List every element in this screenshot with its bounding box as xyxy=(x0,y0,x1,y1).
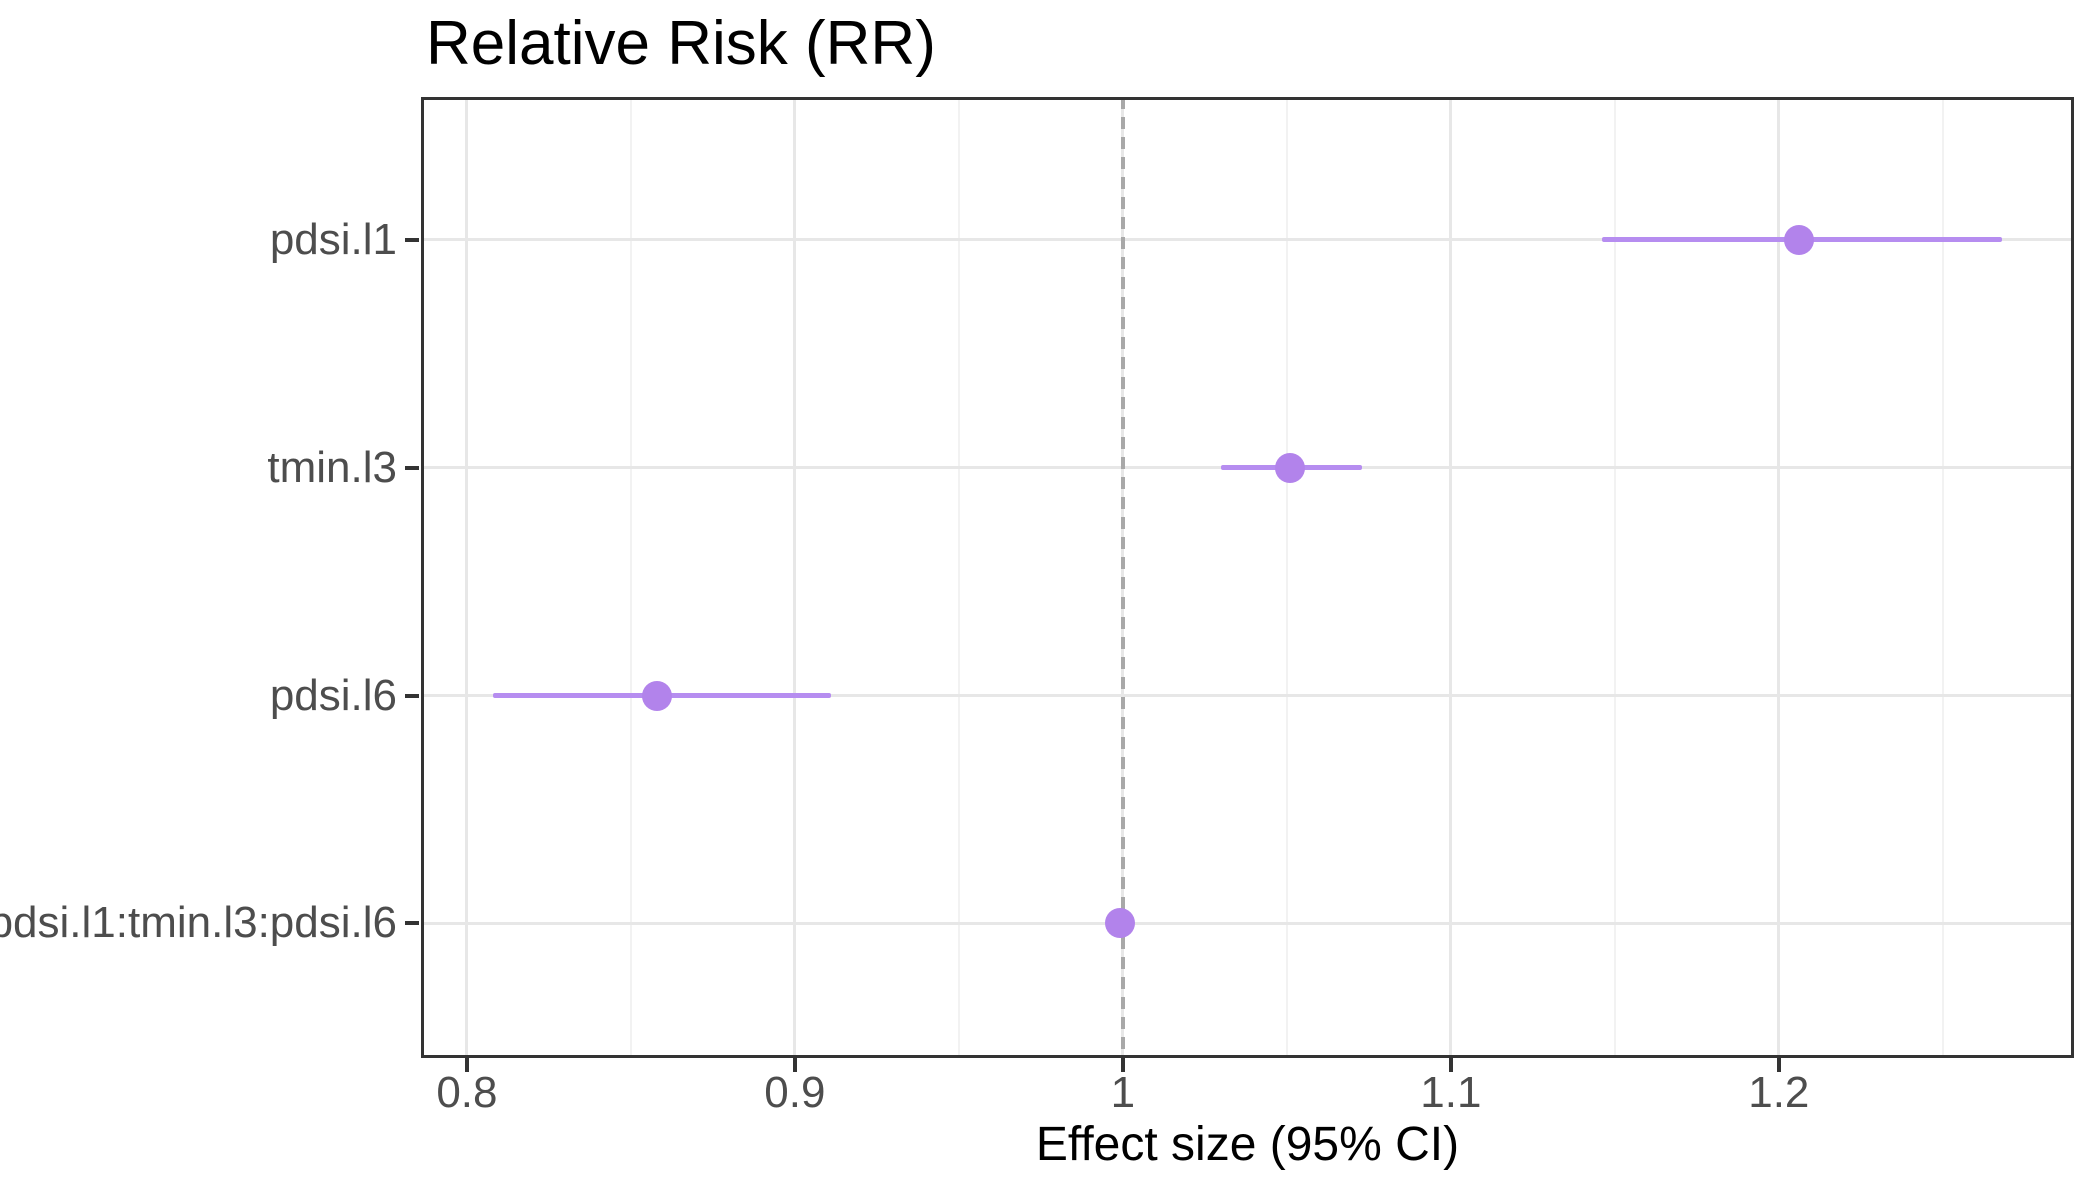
gridline-vertical-minor xyxy=(1941,97,1944,1058)
estimate-point xyxy=(642,680,673,711)
gridline-vertical-minor xyxy=(957,97,960,1058)
x-axis-tick xyxy=(1448,1058,1453,1072)
gridline-horizontal-major xyxy=(421,694,2074,697)
x-axis-tick xyxy=(1120,1058,1125,1072)
gridline-vertical-minor xyxy=(1613,97,1616,1058)
y-tick-label: pdsi.l1:tmin.l3:pdsi.l6 xyxy=(0,898,397,948)
x-tick-label: 1.1 xyxy=(1420,1068,1482,1117)
estimate-point xyxy=(1104,908,1135,939)
y-axis-tick xyxy=(405,921,419,926)
y-axis-tick xyxy=(405,237,419,242)
y-axis-tick xyxy=(405,693,419,698)
plot-panel xyxy=(421,97,2074,1058)
reference-line xyxy=(1120,97,1125,1058)
gridline-vertical-major xyxy=(465,97,469,1058)
gridline-vertical-major xyxy=(1777,97,1781,1058)
y-tick-label: pdsi.l6 xyxy=(269,670,397,720)
estimate-point xyxy=(1275,452,1306,483)
plot-title: Relative Risk (RR) xyxy=(426,9,936,78)
x-tick-label: 0.9 xyxy=(764,1068,826,1117)
x-axis-tick xyxy=(1776,1058,1781,1072)
x-axis-tick xyxy=(464,1058,469,1072)
gridline-horizontal-major xyxy=(421,238,2074,242)
y-tick-label: tmin.l3 xyxy=(267,442,397,492)
gridline-horizontal-major xyxy=(421,921,2074,925)
gridline-vertical-minor xyxy=(1285,97,1288,1058)
x-tick-label: 0.8 xyxy=(436,1068,498,1117)
gridline-vertical-major xyxy=(1449,97,1453,1058)
gridline-vertical-minor xyxy=(629,97,632,1058)
x-axis-tick xyxy=(792,1058,797,1072)
x-tick-label: 1.2 xyxy=(1748,1068,1810,1117)
y-tick-label: pdsi.l1 xyxy=(269,214,397,264)
x-tick-label: 1 xyxy=(1110,1068,1136,1117)
gridline-vertical-major xyxy=(793,97,797,1058)
y-axis-tick xyxy=(405,465,419,470)
x-axis-title: Effect size (95% CI) xyxy=(1035,1118,1460,1171)
estimate-point xyxy=(1783,224,1814,255)
